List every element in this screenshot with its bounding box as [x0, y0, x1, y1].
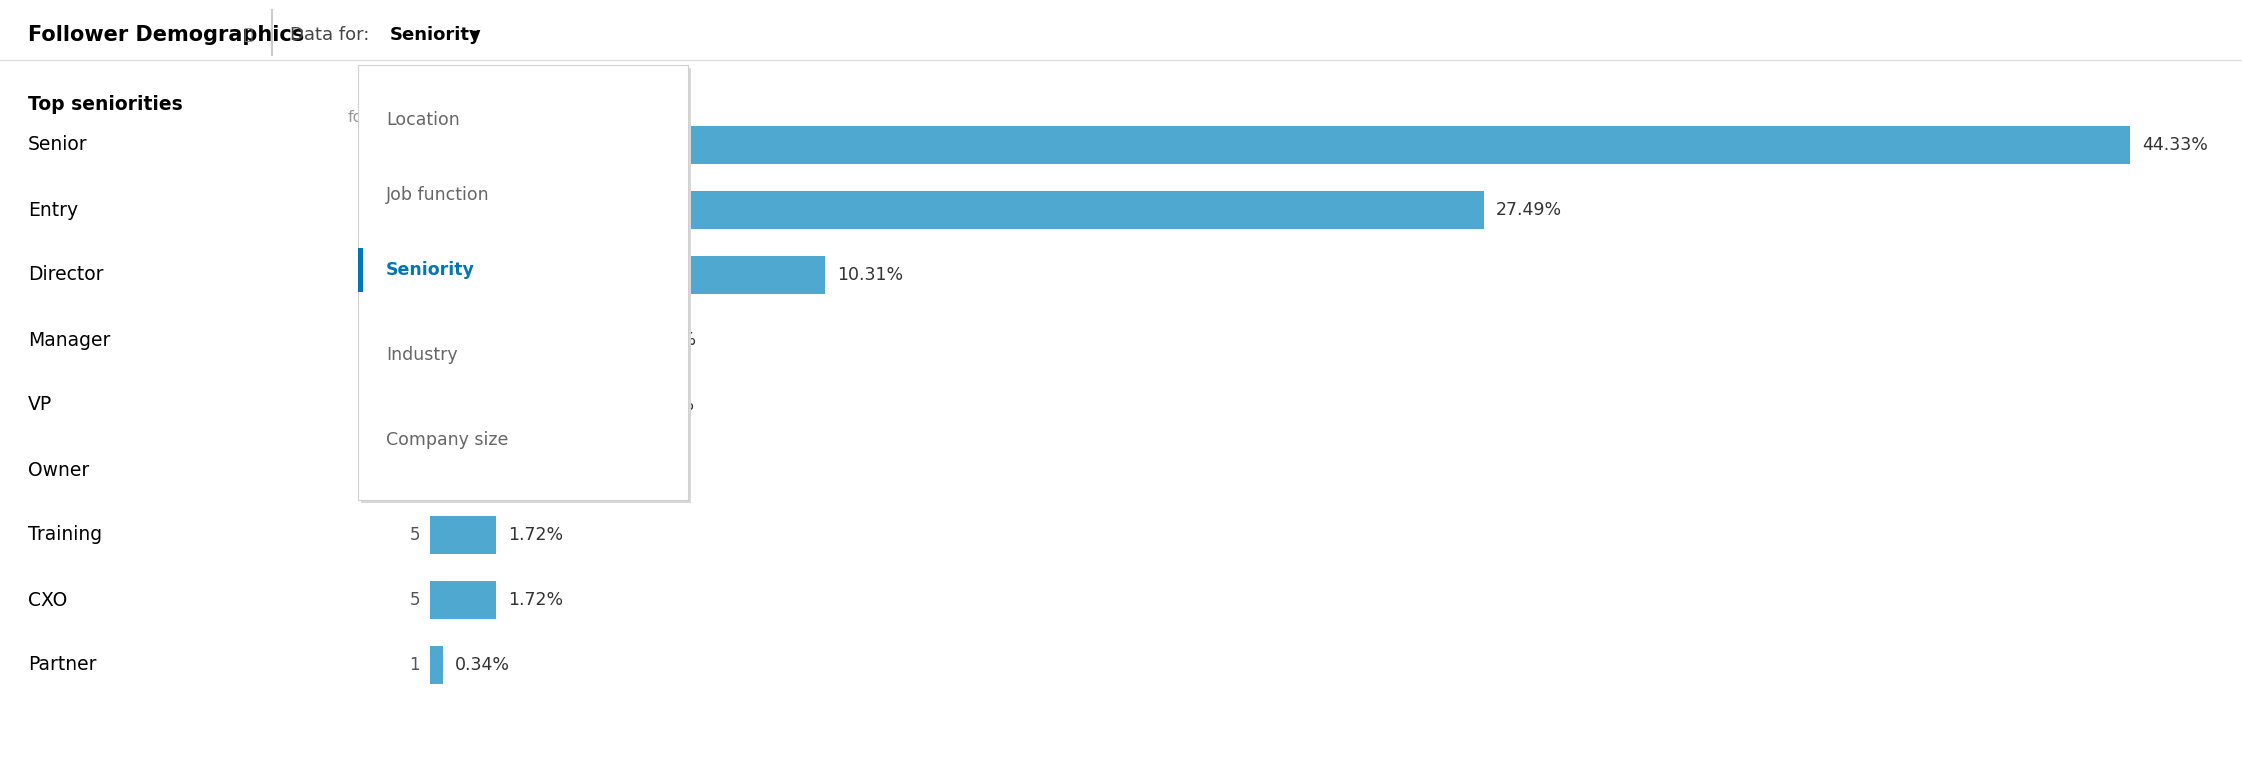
Text: ⓘ: ⓘ — [242, 27, 251, 42]
Text: CXO: CXO — [27, 590, 67, 609]
Text: Training: Training — [27, 526, 103, 544]
Bar — [430, 386, 628, 424]
Text: 5: 5 — [410, 591, 419, 609]
Text: Seniority: Seniority — [390, 26, 482, 44]
Text: VP: VP — [27, 395, 52, 414]
Text: 1.72%: 1.72% — [509, 526, 563, 544]
Text: 27.49%: 27.49% — [1495, 201, 1563, 219]
Text: Owner: Owner — [27, 460, 90, 480]
Bar — [430, 321, 641, 359]
Bar — [430, 581, 495, 619]
Text: Industry: Industry — [386, 346, 457, 364]
Text: 10: 10 — [399, 461, 419, 479]
Text: Job function: Job function — [386, 186, 489, 204]
Text: Director: Director — [27, 265, 103, 285]
Text: 3.44%: 3.44% — [574, 461, 628, 479]
Text: 44.33%: 44.33% — [2141, 136, 2208, 154]
Text: 5.5%: 5.5% — [652, 331, 697, 349]
Text: 1: 1 — [410, 656, 419, 674]
Bar — [359, 248, 363, 292]
Bar — [430, 646, 444, 684]
FancyBboxPatch shape — [361, 68, 691, 503]
Text: Manager: Manager — [27, 331, 110, 349]
Text: Company size: Company size — [386, 431, 509, 449]
Text: followers: followers — [348, 109, 419, 125]
Text: 5.15%: 5.15% — [639, 396, 695, 414]
Bar — [430, 516, 495, 554]
FancyBboxPatch shape — [359, 65, 688, 500]
Text: Data for:: Data for: — [289, 26, 381, 44]
Text: 0.34%: 0.34% — [455, 656, 509, 674]
Text: Location: Location — [386, 111, 460, 129]
Text: Partner: Partner — [27, 655, 96, 675]
Text: Entry: Entry — [27, 200, 78, 219]
Text: ▼: ▼ — [471, 29, 480, 41]
Bar — [430, 126, 2130, 164]
Text: 15: 15 — [399, 396, 419, 414]
Text: Top seniorities: Top seniorities — [27, 95, 184, 114]
Text: 1.72%: 1.72% — [509, 591, 563, 609]
Text: 10.31%: 10.31% — [836, 266, 904, 284]
Bar — [430, 451, 563, 489]
Text: Seniority: Seniority — [386, 261, 475, 279]
Text: Follower Demographics: Follower Demographics — [27, 25, 305, 45]
Text: Senior: Senior — [27, 136, 87, 154]
Bar — [430, 191, 1484, 229]
Text: 5: 5 — [410, 526, 419, 544]
Bar — [430, 256, 825, 294]
